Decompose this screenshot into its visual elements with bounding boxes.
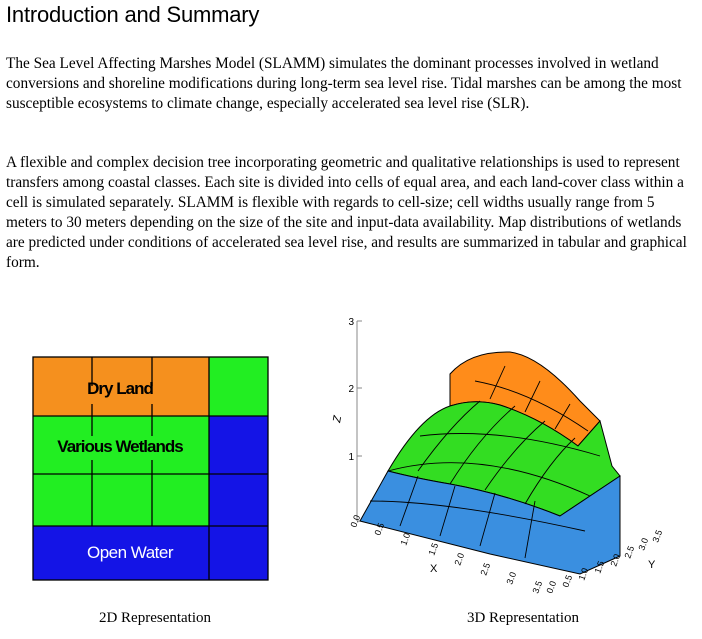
y-tick-0: 0.0 xyxy=(544,580,558,595)
figure-2d-caption: 2D Representation xyxy=(98,610,212,626)
method-paragraph: A flexible and complex decision tree inc… xyxy=(6,154,687,271)
open-water-area-left xyxy=(33,526,209,580)
y-axis-ticks: 0.0 0.5 1.0 1.5 2.0 2.5 3.0 3.5 xyxy=(544,529,664,595)
dry-land-label: Dry Land xyxy=(87,379,153,398)
open-water-label: Open Water xyxy=(87,543,174,562)
x-axis-label: X xyxy=(430,563,438,575)
z-axis xyxy=(356,320,362,522)
y-tick-2: 1.0 xyxy=(576,567,590,582)
wetlands-label: Various Wetlands xyxy=(57,437,183,456)
figure-2d-graphic: Dry Land Various Wetlands Open Water xyxy=(32,356,269,581)
grid-lines xyxy=(32,356,269,581)
figure-3d-graphic: 3 2 1 Z xyxy=(331,317,664,595)
x-tick-4: 2.0 xyxy=(452,552,466,567)
z-tick-1: 1 xyxy=(348,452,354,463)
z-tick-3: 3 xyxy=(348,317,354,328)
y-axis-label: Y xyxy=(648,559,656,571)
x-tick-6: 3.0 xyxy=(504,571,518,586)
z-tick-2: 2 xyxy=(348,384,354,395)
x-axis-ticks: 0.0 0.5 1.0 1.5 2.0 2.5 3.0 3.5 xyxy=(348,514,544,595)
surface-open-water xyxy=(359,470,621,575)
surface-mesh xyxy=(369,365,601,559)
y-tick-4: 2.0 xyxy=(608,553,622,568)
wetlands-area xyxy=(33,416,209,526)
x-tick-3: 1.5 xyxy=(426,542,440,557)
y-tick-1: 0.5 xyxy=(560,574,574,589)
y-tick-3: 1.5 xyxy=(592,560,606,575)
section-title: Introduction and Summary xyxy=(6,2,260,27)
open-water-area-right xyxy=(209,416,268,580)
figure-2d: Dry Land Various Wetlands Open Water xyxy=(32,356,272,582)
y-tick-6: 3.0 xyxy=(636,537,650,552)
z-axis-label: Z xyxy=(331,414,344,425)
y-tick-7: 3.5 xyxy=(650,529,664,544)
figure-3d-caption: 3D Representation xyxy=(466,610,580,626)
dry-land-area xyxy=(33,357,209,416)
x-tick-2: 1.0 xyxy=(398,532,412,547)
x-tick-7: 3.5 xyxy=(530,580,544,595)
x-tick-5: 2.5 xyxy=(478,562,492,577)
x-tick-1: 0.5 xyxy=(372,522,386,537)
x-tick-0: 0.0 xyxy=(348,514,362,529)
figure-3d: 3 2 1 Z xyxy=(330,306,670,596)
y-tick-5: 2.5 xyxy=(622,545,636,560)
wetland-cell-right xyxy=(209,357,268,416)
intro-paragraph: The Sea Level Affecting Marshes Model (S… xyxy=(6,55,682,112)
